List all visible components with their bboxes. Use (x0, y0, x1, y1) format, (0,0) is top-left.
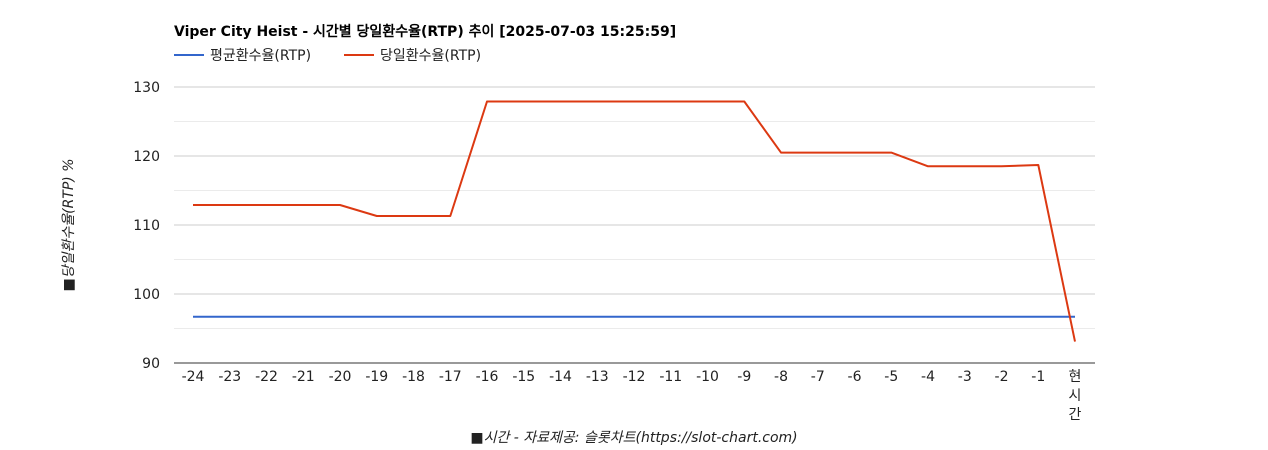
x-tick-label: -5 (884, 369, 898, 385)
legend-label-average: 평균환수율(RTP) (210, 48, 311, 64)
x-tick-label: -20 (329, 369, 352, 385)
x-tick-label: -22 (255, 369, 278, 385)
legend: 평균환수율(RTP) 당일환수율(RTP) (174, 48, 481, 64)
x-axis-title: ■시간 - 자료제공: 슬롯차트(https://slot-chart.com) (470, 430, 797, 446)
x-tick-label: -1 (1031, 369, 1045, 385)
x-tick-label: -9 (737, 369, 751, 385)
chart-title: Viper City Heist - 시간별 당일환수율(RTP) 추이 [20… (174, 23, 676, 40)
x-tick-label: -8 (774, 369, 788, 385)
x-tick-label: -3 (958, 369, 972, 385)
x-tick-label: -14 (549, 369, 572, 385)
y-tick-label: 110 (133, 218, 160, 234)
x-tick-label: -18 (402, 369, 425, 385)
y-tick-label: 100 (133, 287, 160, 303)
x-tick-label: -16 (476, 369, 499, 385)
x-tick-label: -4 (921, 369, 935, 385)
series-lines (193, 100, 1076, 342)
x-tick-label: -23 (218, 369, 241, 385)
x-tick-label: -21 (292, 369, 315, 385)
gridlines (174, 86, 1095, 364)
x-axis-ticks: -24 -23 -22 -21 -20 -19 -18 -17 -16 -15 -14 -13 -12-… (182, 369, 1082, 423)
x-tick-label: -11 (659, 369, 682, 385)
y-tick-label: 130 (133, 80, 160, 96)
x-tick-label: -19 (365, 369, 388, 385)
y-tick-label: 120 (133, 149, 160, 165)
x-tick-label: -10 (696, 369, 719, 385)
x-tick-label: -6 (848, 369, 862, 385)
x-tick-label: -12 (623, 369, 646, 385)
x-tick-label: -7 (811, 369, 825, 385)
y-tick-label: 90 (142, 356, 160, 372)
legend-label-daily: 당일환수율(RTP) (380, 48, 481, 64)
x-tick-label: -13 (586, 369, 609, 385)
x-tick-label: -2 (995, 369, 1009, 385)
y-axis-title: ■당일환수율(RTP) % (61, 158, 77, 291)
series-line-daily (193, 100, 1076, 342)
x-tick-label: -17 (439, 369, 462, 385)
x-tick-label: -15 (512, 369, 535, 385)
x-tick-label: -24 (182, 369, 205, 385)
y-axis-ticks: 90 100 110 120 130 (133, 80, 160, 372)
